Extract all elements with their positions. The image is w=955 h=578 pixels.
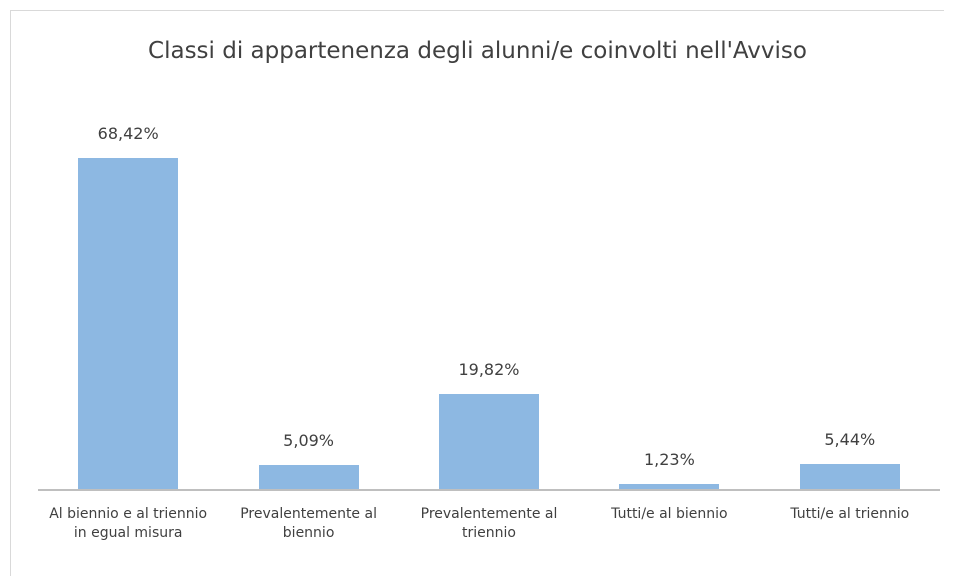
x-tick-label: Al biennio e al triennio in egual misura (49, 506, 208, 541)
x-tick-label: Prevalentemente al biennio (240, 506, 377, 541)
bar (258, 465, 359, 490)
x-tick-label: Tutti/e al triennio (790, 506, 910, 522)
data-label: 5,44% (824, 429, 876, 449)
data-label: 5,09% (283, 431, 334, 451)
bar (619, 484, 720, 490)
bar (78, 158, 179, 490)
x-tick-label: Tutti/e al biennio (611, 506, 728, 522)
bar (439, 393, 539, 490)
x-axis-line (38, 489, 940, 491)
chart-title: Classi di appartenenza degli alunni/e co… (148, 38, 807, 64)
data-label: 68,42% (97, 124, 159, 144)
bar (799, 463, 900, 490)
chart-frame (10, 10, 944, 576)
data-label: 19,82% (458, 359, 520, 379)
x-tick-label: Prevalentemente al triennio (420, 506, 558, 541)
data-label: 1,23% (643, 450, 695, 470)
